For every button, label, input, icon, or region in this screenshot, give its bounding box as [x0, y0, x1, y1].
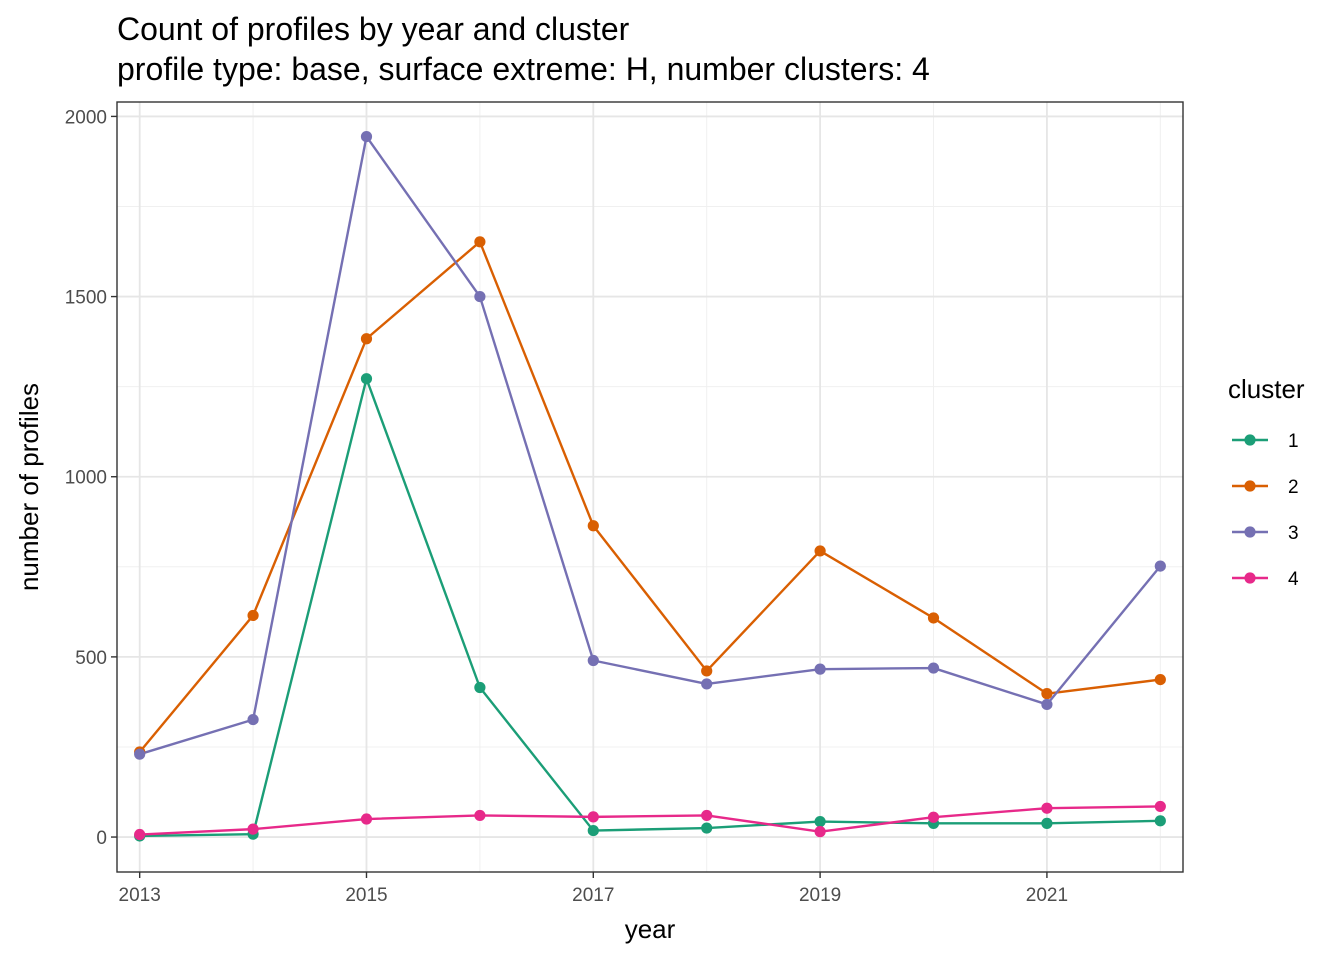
- plot-panel-border: [116, 101, 1184, 873]
- legend-label-cluster-4: 4: [1288, 569, 1299, 590]
- data-point-cluster-4: [134, 828, 146, 841]
- data-point-cluster-3: [814, 663, 826, 675]
- series-line-cluster-3: [139, 135, 1162, 756]
- x-tick-label: 2013: [119, 885, 161, 906]
- series-line-cluster-4: [139, 805, 1161, 836]
- y-tick-label: 500: [75, 648, 107, 669]
- y-tick-label: 2000: [65, 107, 107, 128]
- y-axis-title: number of profiles: [14, 383, 44, 591]
- series-lines: [138, 135, 1162, 838]
- x-tick-label: 2021: [1026, 885, 1068, 906]
- series-line-cluster-2: [138, 240, 1161, 753]
- data-point-cluster-4: [814, 826, 826, 838]
- data-point-cluster-2: [814, 545, 826, 557]
- data-point-cluster-2: [927, 612, 940, 624]
- data-point-cluster-4: [474, 809, 486, 822]
- x-axis-title: year: [625, 914, 676, 944]
- chart-subtitle: profile type: base, surface extreme: H, …: [117, 51, 930, 87]
- data-point-cluster-2: [474, 236, 486, 248]
- data-point-cluster-2: [701, 665, 713, 677]
- y-axis: 0 500 1000 1500 2000: [65, 107, 117, 849]
- data-point-cluster-3: [587, 654, 599, 667]
- data-point-cluster-3: [134, 748, 146, 760]
- data-point-cluster-4: [927, 811, 940, 823]
- series-line-cluster-1: [139, 377, 1161, 838]
- minor-gridlines: [117, 102, 1183, 872]
- legend-label-cluster-2: 2: [1288, 477, 1299, 498]
- data-point-cluster-4: [587, 811, 599, 823]
- data-point-cluster-1: [814, 815, 826, 828]
- y-tick-label: 1000: [65, 468, 107, 489]
- x-axis: 2013 2015 2017 2019 2021: [119, 872, 1068, 906]
- data-point-cluster-4: [701, 809, 713, 822]
- data-point-cluster-1: [360, 373, 373, 385]
- data-point-cluster-3: [1041, 698, 1053, 711]
- legend-items: 1 2 3 4: [1232, 431, 1299, 590]
- x-tick-label: 2019: [799, 885, 841, 906]
- data-point-cluster-3: [474, 290, 486, 303]
- legend-key-point-cluster-1: [1244, 434, 1256, 446]
- data-point-cluster-1: [701, 822, 713, 834]
- major-gridlines: [117, 102, 1183, 872]
- x-tick-label: 2015: [345, 885, 387, 906]
- legend-title: cluster: [1228, 374, 1305, 404]
- data-point-cluster-4: [1154, 800, 1166, 813]
- legend-key-point-cluster-2: [1244, 480, 1256, 492]
- data-point-cluster-3: [701, 678, 713, 690]
- x-tick-label: 2017: [572, 885, 614, 906]
- data-point-cluster-3: [360, 130, 373, 143]
- legend-key-point-cluster-4: [1244, 572, 1256, 584]
- data-point-cluster-3: [247, 713, 259, 726]
- legend-label-cluster-3: 3: [1288, 523, 1299, 544]
- series-points: [134, 130, 1166, 842]
- data-point-cluster-4: [1041, 802, 1053, 814]
- data-point-cluster-1: [1041, 817, 1053, 829]
- data-point-cluster-4: [247, 823, 259, 835]
- data-point-cluster-2: [1154, 673, 1166, 686]
- chart-title: Count of profiles by year and cluster: [117, 11, 630, 47]
- data-point-cluster-4: [360, 813, 373, 825]
- data-point-cluster-2: [1041, 688, 1053, 700]
- data-point-cluster-2: [360, 333, 373, 345]
- legend: cluster 1 2 3 4: [1228, 374, 1305, 590]
- data-point-cluster-1: [474, 681, 486, 694]
- data-point-cluster-1: [587, 824, 599, 837]
- data-point-cluster-1: [1154, 815, 1166, 827]
- data-point-cluster-3: [927, 662, 940, 674]
- legend-label-cluster-1: 1: [1288, 431, 1299, 452]
- data-point-cluster-2: [247, 609, 259, 622]
- data-point-cluster-3: [1154, 560, 1166, 572]
- data-point-cluster-2: [587, 520, 599, 532]
- legend-key-point-cluster-3: [1244, 526, 1256, 538]
- y-tick-label: 0: [96, 828, 107, 849]
- y-tick-label: 1500: [65, 288, 107, 309]
